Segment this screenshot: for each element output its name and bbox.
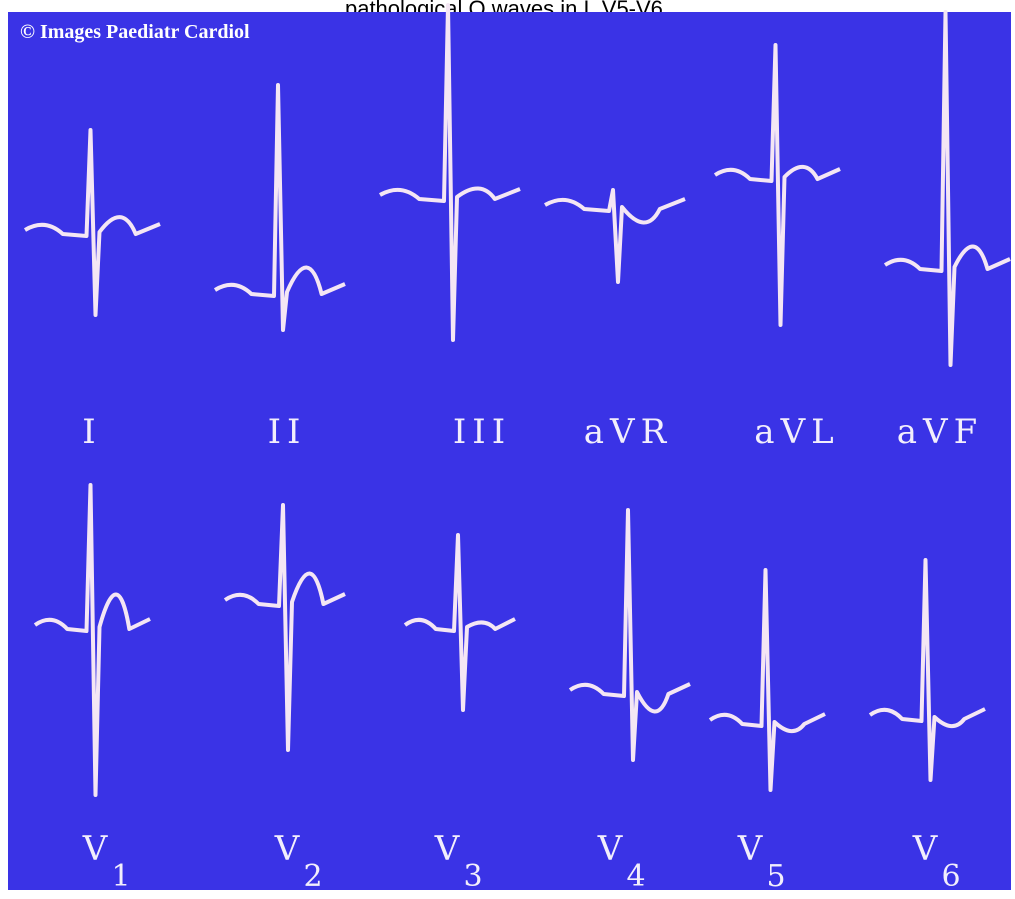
lead-label: aVL xyxy=(754,412,839,452)
lead-label: III xyxy=(453,412,511,452)
lead-label: II xyxy=(268,412,307,452)
lead-subscript: 3 xyxy=(463,859,482,894)
ecg-photo: pathological Q waves in I, V5-V6. © Imag… xyxy=(0,0,1015,899)
lead-label: V xyxy=(912,829,939,869)
lead-subscript: 6 xyxy=(941,859,960,894)
lead-subscript: 5 xyxy=(766,859,785,894)
watermark: © Images Paediatr Cardiol xyxy=(20,21,250,43)
lead-label: V xyxy=(597,829,624,869)
lead-label: V xyxy=(737,829,764,869)
lead-label: V xyxy=(274,829,301,869)
lead-label: I xyxy=(82,412,101,452)
lead-label: aVF xyxy=(897,412,983,452)
lead-subscript: 4 xyxy=(626,859,645,894)
lead-label: V xyxy=(82,829,109,869)
lead-label: V xyxy=(434,829,461,869)
lead-subscript: 2 xyxy=(303,859,322,894)
lead-label: aVR xyxy=(584,412,672,452)
lead-subscript: 1 xyxy=(111,859,130,894)
